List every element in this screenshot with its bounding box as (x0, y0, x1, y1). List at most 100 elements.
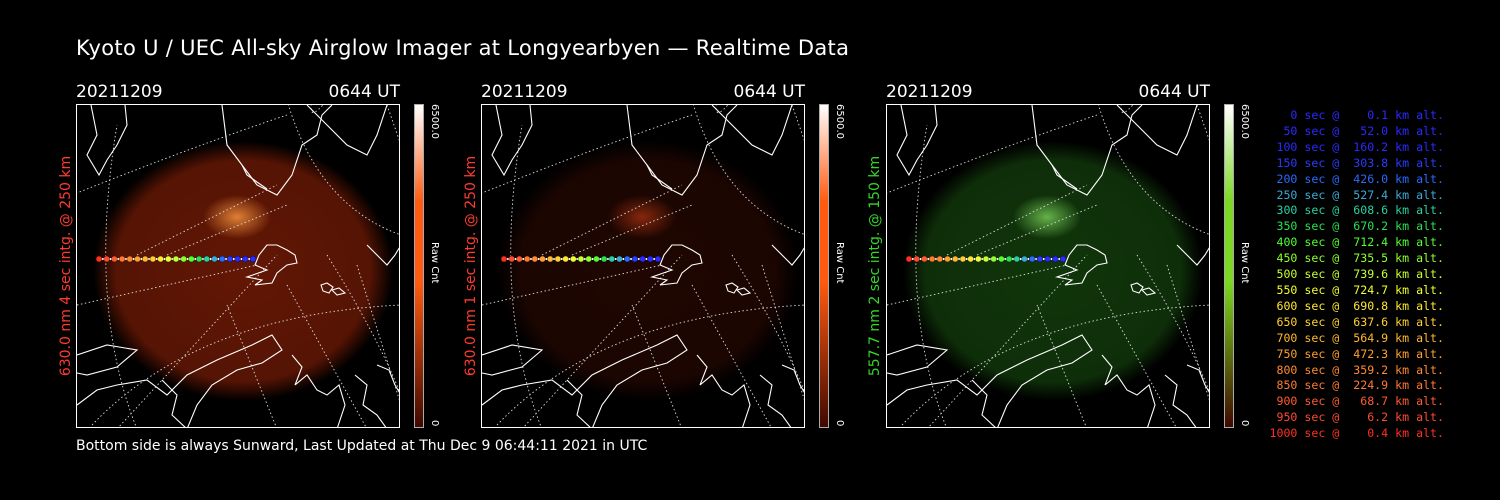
panel-1-wavelength-label: 630.0 nm 4 sec intg. @ 250 km (58, 155, 74, 377)
all-sky-image (482, 105, 804, 427)
trajectory-point (95, 255, 103, 263)
panel-2-date: 20211209 (481, 82, 568, 102)
coastline (291, 354, 346, 427)
coastline (725, 282, 739, 294)
grid-line (288, 105, 399, 235)
coastline (320, 282, 334, 294)
coastline (696, 354, 751, 427)
coastline (626, 105, 738, 196)
trajectory-point (570, 255, 577, 263)
trajectory-point (1044, 255, 1051, 263)
legend-row: 350 sec @ 670.2 km alt. (1269, 219, 1444, 234)
coastline (354, 374, 387, 427)
coastline (241, 164, 268, 190)
trajectory-point (982, 255, 990, 263)
trajectory-point (1013, 255, 1021, 263)
trajectory-point (623, 255, 631, 263)
trajectory-point (180, 255, 187, 263)
legend-row: 1000 sec @ 0.4 km alt. (1269, 426, 1444, 441)
coastline (86, 105, 128, 177)
coastline (1140, 287, 1157, 296)
trajectory-point (531, 255, 538, 263)
legend-row: 650 sec @ 637.6 km alt. (1269, 314, 1444, 329)
trajectory-point (975, 255, 982, 263)
coastline (566, 379, 591, 427)
grid-line (91, 304, 399, 426)
panel-3-colorbar-labels: 6500.0 Raw Cnt 0 (1239, 104, 1250, 427)
legend-row: 900 sec @ 68.7 km alt. (1269, 394, 1444, 409)
trajectory-point (188, 255, 195, 263)
coastline (649, 244, 703, 286)
trajectory-point (1059, 255, 1067, 263)
airglow-disk (498, 141, 798, 401)
trajectory-point (1052, 255, 1059, 263)
coastline (646, 164, 673, 190)
trajectory-point (539, 255, 546, 263)
coastline (1054, 244, 1108, 286)
grid-line (887, 114, 1098, 194)
trajectory-point (249, 255, 257, 263)
trajectory-point (990, 255, 997, 263)
legend-row: 850 sec @ 224.9 km alt. (1269, 378, 1444, 393)
trajectory-point (523, 255, 531, 263)
trajectory-point (218, 255, 226, 263)
trajectory-point (959, 255, 967, 263)
coastline (1116, 105, 1198, 156)
panel-2-colorbar (819, 104, 829, 428)
coastline (77, 334, 283, 427)
coastline (887, 334, 1093, 427)
panel-2-time: 0644 UT (733, 82, 806, 102)
trajectory-point (951, 255, 959, 263)
trajectory-point (234, 255, 241, 263)
coastline (221, 105, 333, 196)
coastline (1186, 364, 1209, 393)
trajectory-point (967, 255, 974, 263)
grid-line (1098, 105, 1209, 235)
legend-row: 700 sec @ 564.9 km alt. (1269, 330, 1444, 345)
grid-line (1196, 105, 1209, 141)
trajectory-point (554, 255, 562, 263)
trajectory-point (562, 255, 569, 263)
trajectory-point (913, 255, 920, 263)
panel-3-date: 20211209 (886, 82, 973, 102)
coastline (77, 344, 139, 376)
grid-line (1136, 254, 1209, 392)
trajectory-point (195, 255, 203, 263)
legend-row: 800 sec @ 359.2 km alt. (1269, 362, 1444, 377)
coastline (482, 344, 544, 376)
grid-line (976, 204, 1098, 256)
grid-line (77, 264, 258, 306)
trajectory-point (1005, 255, 1013, 263)
panel-1-colorbar (414, 104, 424, 428)
trajectory-point (585, 255, 592, 263)
trajectory-point (1036, 255, 1044, 263)
trajectory-point (165, 255, 172, 263)
coastline (1176, 244, 1209, 266)
coastline (771, 244, 804, 266)
grid-line (571, 204, 693, 256)
coastline (161, 379, 186, 427)
trajectory-point (111, 255, 118, 263)
trajectory-point (936, 255, 943, 263)
trajectory-point (172, 255, 180, 263)
all-sky-image (77, 105, 399, 427)
grid-line (496, 304, 804, 426)
grid-line (482, 114, 693, 194)
trajectory-point (1028, 255, 1036, 263)
legend-row: 300 sec @ 608.6 km alt. (1269, 203, 1444, 218)
grid-line (166, 204, 288, 256)
trajectory-point (242, 255, 249, 263)
trajectory-point (647, 255, 654, 263)
legend-row: 100 sec @ 160.2 km alt. (1269, 139, 1444, 154)
coastline (491, 105, 533, 177)
coastline (244, 244, 298, 286)
legend-row: 250 sec @ 527.4 km alt. (1269, 187, 1444, 202)
legend-row: 750 sec @ 472.3 km alt. (1269, 346, 1444, 361)
grid-line (523, 254, 683, 427)
coastline (366, 244, 399, 266)
coastline (1101, 354, 1156, 427)
coastline (735, 287, 752, 296)
trajectory-point (998, 255, 1005, 263)
panel-2-colorbar-labels: 6500.0 Raw Cnt 0 (834, 104, 845, 427)
legend-row: 550 sec @ 724.7 km alt. (1269, 282, 1444, 297)
